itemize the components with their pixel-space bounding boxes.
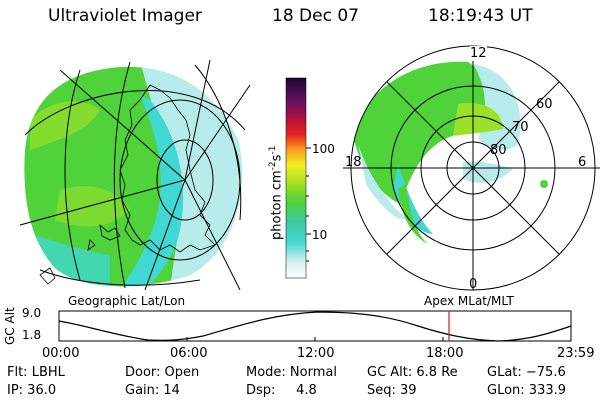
status-ip: IP: 36.0: [7, 383, 57, 398]
instrument-title: Ultraviolet Imager: [48, 6, 202, 26]
date-label: 18 Dec 07: [272, 6, 359, 26]
altitude-ylabel: GC Alt: [3, 307, 17, 345]
colorbar-tick-10: 10: [312, 228, 328, 242]
colorbar: [285, 77, 311, 279]
mlt-label-12: 12: [470, 46, 487, 61]
mlat-label-80: 80: [490, 143, 507, 158]
mlat-label-60: 60: [536, 97, 553, 112]
colorbar-unit-label: photon cm-2s-1: [268, 145, 285, 240]
magnetic-polar-plot: [343, 45, 600, 291]
geographic-image-panel: [19, 59, 251, 290]
altitude-xtick-0600: 06:00: [170, 346, 208, 361]
status-mode: Mode: Normal: [246, 365, 337, 380]
mlt-label-0: 0: [469, 277, 478, 292]
altitude-xtick-0000: 00:00: [42, 346, 80, 361]
altitude-plot-frame: [58, 310, 572, 342]
altitude-xtick-1200: 12:00: [297, 346, 335, 361]
geographic-panel-label: Geographic Lat/Lon: [68, 294, 186, 308]
mlt-label-18: 18: [345, 155, 362, 170]
status-dsp: Dsp: 4.8: [246, 383, 317, 398]
altitude-xtick-1800: 18:00: [426, 346, 464, 361]
status-gain: Gain: 14: [125, 383, 180, 398]
altitude-xtick-2359: 23:59: [557, 346, 595, 361]
magnetic-panel-label: Apex MLat/MLT: [424, 294, 514, 308]
status-door: Door: Open: [125, 365, 200, 380]
status-seq: Seq: 39: [367, 383, 417, 398]
status-glon: GLon: 333.9: [487, 383, 567, 398]
altitude-ytick-max: 9.0: [22, 306, 42, 320]
status-filter: Flt: LBHL: [7, 365, 65, 380]
mlat-label-70: 70: [512, 120, 529, 135]
status-glat: GLat: −75.6: [487, 365, 566, 380]
mlt-label-6: 6: [578, 155, 587, 170]
altitude-curve: [58, 311, 572, 342]
altitude-ytick-min: 1.8: [22, 328, 42, 342]
time-label: 18:19:43 UT: [428, 6, 533, 26]
colorbar-tick-100: 100: [312, 142, 335, 156]
altitude-plot: [58, 310, 572, 342]
status-gc-alt: GC Alt: 6.8 Re: [367, 365, 458, 380]
